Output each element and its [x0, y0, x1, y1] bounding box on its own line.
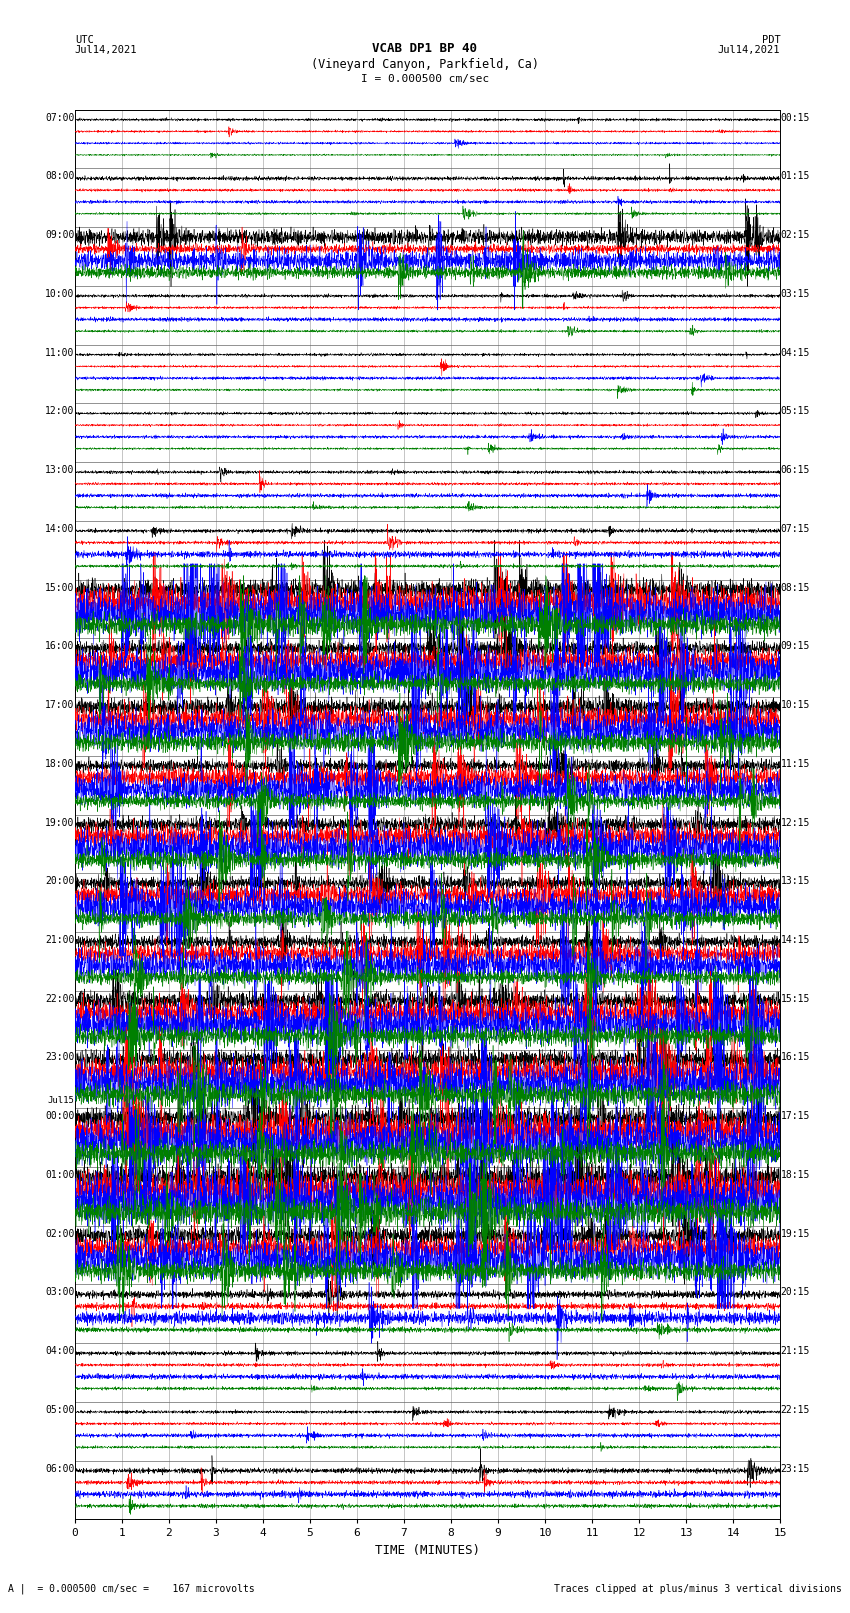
Text: 07:00: 07:00	[45, 113, 74, 123]
Text: 17:15: 17:15	[781, 1111, 810, 1121]
Text: 18:15: 18:15	[781, 1169, 810, 1181]
Text: 16:00: 16:00	[45, 642, 74, 652]
Text: 14:00: 14:00	[45, 524, 74, 534]
Text: PDT: PDT	[762, 35, 780, 45]
Text: 19:15: 19:15	[781, 1229, 810, 1239]
Text: 00:15: 00:15	[781, 113, 810, 123]
Text: 10:15: 10:15	[781, 700, 810, 710]
Text: 05:15: 05:15	[781, 406, 810, 416]
Text: 23:00: 23:00	[45, 1052, 74, 1063]
Text: 05:00: 05:00	[45, 1405, 74, 1415]
Text: Jul14,2021: Jul14,2021	[75, 45, 138, 55]
Text: 16:15: 16:15	[781, 1052, 810, 1063]
Text: 12:15: 12:15	[781, 818, 810, 827]
Text: 21:00: 21:00	[45, 936, 74, 945]
Text: 06:00: 06:00	[45, 1463, 74, 1474]
Text: 13:15: 13:15	[781, 876, 810, 886]
Text: Traces clipped at plus/minus 3 vertical divisions: Traces clipped at plus/minus 3 vertical …	[553, 1584, 842, 1594]
Text: 17:00: 17:00	[45, 700, 74, 710]
Text: 19:00: 19:00	[45, 818, 74, 827]
Text: 12:00: 12:00	[45, 406, 74, 416]
Text: (Vineyard Canyon, Parkfield, Ca): (Vineyard Canyon, Parkfield, Ca)	[311, 58, 539, 71]
Text: 18:00: 18:00	[45, 758, 74, 769]
Text: 09:15: 09:15	[781, 642, 810, 652]
Text: 09:00: 09:00	[45, 231, 74, 240]
Text: 13:00: 13:00	[45, 465, 74, 476]
Text: 08:00: 08:00	[45, 171, 74, 181]
Text: 23:15: 23:15	[781, 1463, 810, 1474]
Text: 20:00: 20:00	[45, 876, 74, 886]
Text: 07:15: 07:15	[781, 524, 810, 534]
X-axis label: TIME (MINUTES): TIME (MINUTES)	[375, 1544, 480, 1557]
Text: 00:00: 00:00	[45, 1111, 74, 1121]
Text: 03:00: 03:00	[45, 1287, 74, 1297]
Text: Jul15: Jul15	[48, 1097, 74, 1105]
Text: 10:00: 10:00	[45, 289, 74, 298]
Text: 02:15: 02:15	[781, 231, 810, 240]
Text: 11:15: 11:15	[781, 758, 810, 769]
Text: 01:00: 01:00	[45, 1169, 74, 1181]
Text: 11:00: 11:00	[45, 347, 74, 358]
Text: 21:15: 21:15	[781, 1347, 810, 1357]
Text: VCAB DP1 BP 40: VCAB DP1 BP 40	[372, 42, 478, 55]
Text: 01:15: 01:15	[781, 171, 810, 181]
Text: 04:00: 04:00	[45, 1347, 74, 1357]
Text: 03:15: 03:15	[781, 289, 810, 298]
Text: 20:15: 20:15	[781, 1287, 810, 1297]
Text: 02:00: 02:00	[45, 1229, 74, 1239]
Text: A |  = 0.000500 cm/sec =    167 microvolts: A | = 0.000500 cm/sec = 167 microvolts	[8, 1582, 255, 1594]
Text: 06:15: 06:15	[781, 465, 810, 476]
Text: 04:15: 04:15	[781, 347, 810, 358]
Text: 15:15: 15:15	[781, 994, 810, 1003]
Text: 22:15: 22:15	[781, 1405, 810, 1415]
Text: UTC: UTC	[75, 35, 94, 45]
Text: 22:00: 22:00	[45, 994, 74, 1003]
Text: 15:00: 15:00	[45, 582, 74, 592]
Text: Jul14,2021: Jul14,2021	[717, 45, 780, 55]
Text: 14:15: 14:15	[781, 936, 810, 945]
Text: 08:15: 08:15	[781, 582, 810, 592]
Text: I = 0.000500 cm/sec: I = 0.000500 cm/sec	[361, 74, 489, 84]
